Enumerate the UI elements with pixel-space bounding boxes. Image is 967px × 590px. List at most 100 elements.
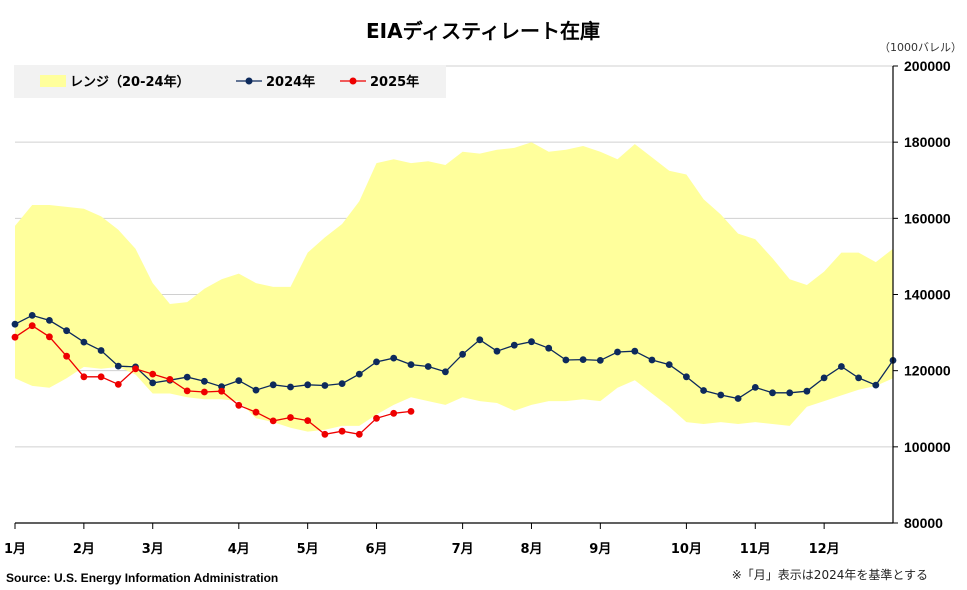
series-2024-point-5 bbox=[97, 347, 105, 354]
series-2024 bbox=[11, 312, 897, 402]
series-2024-point-36 bbox=[631, 347, 639, 355]
series-2024-point-14 bbox=[252, 386, 260, 394]
series-2025-point-12 bbox=[218, 387, 226, 395]
series-2024-point-50 bbox=[872, 381, 880, 389]
note-text: ※「月」表示は2024年を基準とする bbox=[732, 567, 928, 582]
range-band-area bbox=[15, 142, 893, 432]
x-tick-label-9: 10月 bbox=[671, 542, 702, 557]
series-2025-point-19 bbox=[338, 427, 346, 435]
series-2024-point-28 bbox=[493, 347, 501, 355]
x-tick-label-0: 1月 bbox=[4, 542, 26, 557]
x-tick-label-5: 6月 bbox=[366, 542, 388, 557]
series-2024-point-4 bbox=[80, 338, 88, 346]
series-2025-point-7 bbox=[132, 365, 139, 373]
series-2024-point-43 bbox=[751, 384, 759, 391]
series-2025-point-3 bbox=[63, 352, 70, 360]
legend-marker-2025 bbox=[349, 77, 357, 85]
series-2025-point-14 bbox=[252, 408, 260, 416]
series-2025-point-9 bbox=[166, 376, 174, 383]
series-2025-point-8 bbox=[149, 370, 157, 378]
y-axis-ticks: 200000 180000 160000 140000 120000 100000 8000… bbox=[893, 58, 951, 531]
series-2024-point-40 bbox=[700, 387, 707, 394]
series-2024-point-42 bbox=[734, 395, 742, 402]
y-tick-label-5: 100000 bbox=[904, 439, 951, 455]
series-2024-point-6 bbox=[114, 362, 122, 370]
series-2024-line bbox=[14, 314, 894, 400]
series-2024-point-2 bbox=[46, 317, 53, 324]
series-2025-point-5 bbox=[97, 373, 105, 381]
series-2024-point-26 bbox=[459, 350, 466, 358]
series-2024-point-23 bbox=[407, 361, 415, 368]
legend-background bbox=[14, 65, 446, 98]
series-2024-point-25 bbox=[442, 368, 449, 376]
series-2024-point-46 bbox=[803, 387, 811, 395]
series-2024-point-16 bbox=[287, 383, 294, 391]
series-2025-point-11 bbox=[201, 388, 208, 396]
legend-label-2025: 2025年 bbox=[370, 74, 419, 90]
series-2024-point-15 bbox=[269, 381, 277, 389]
series-2024-point-21 bbox=[373, 358, 380, 366]
x-tick-label-8: 9月 bbox=[589, 542, 611, 557]
series-2025-point-22 bbox=[390, 409, 398, 417]
series-2025 bbox=[11, 322, 415, 438]
series-2024-point-22 bbox=[390, 354, 398, 362]
series-2024-point-8 bbox=[149, 379, 157, 387]
series-2024-point-29 bbox=[510, 341, 518, 349]
y-tick-label-2: 160000 bbox=[904, 210, 951, 226]
series-2024-point-11 bbox=[201, 377, 208, 385]
series-2025-point-21 bbox=[373, 414, 380, 422]
x-axis-ticks: 1月 2月 3月 4月 5月 6月 7月 8月 9月 10月 11月 12月 bbox=[4, 523, 840, 557]
series-2025-point-23 bbox=[407, 408, 415, 415]
series-2024-point-41 bbox=[717, 391, 725, 399]
series-2025-point-4 bbox=[80, 373, 88, 381]
legend-label-range: レンジ（20-24年） bbox=[70, 74, 190, 90]
series-2024-point-44 bbox=[769, 389, 776, 397]
series-2025-point-20 bbox=[355, 430, 363, 438]
legend: レンジ（20-24年） 2024年 2025年 bbox=[14, 65, 446, 98]
series-2024-point-38 bbox=[665, 361, 673, 368]
series-2025-point-6 bbox=[114, 381, 122, 388]
series-2024-point-19 bbox=[338, 380, 346, 387]
legend-label-2024: 2024年 bbox=[266, 74, 315, 90]
y-tick-label-3: 140000 bbox=[904, 287, 951, 303]
series-2024-point-0 bbox=[11, 320, 19, 328]
legend-swatch-range bbox=[40, 75, 66, 87]
series-2025-point-15 bbox=[269, 417, 277, 425]
y-tick-label-0: 200000 bbox=[904, 58, 951, 74]
x-tick-label-10: 11月 bbox=[740, 542, 771, 557]
series-2024-point-47 bbox=[820, 374, 828, 382]
series-2025-point-13 bbox=[235, 401, 243, 409]
series-2024-point-35 bbox=[614, 348, 621, 356]
y-tick-label-6: 80000 bbox=[904, 515, 943, 531]
series-2025-point-1 bbox=[28, 322, 36, 330]
series-2024-point-18 bbox=[321, 382, 329, 389]
series-2025-point-2 bbox=[46, 333, 53, 341]
x-tick-label-7: 8月 bbox=[520, 542, 542, 557]
series-2024-point-10 bbox=[183, 373, 191, 381]
series-2024-point-45 bbox=[786, 389, 794, 397]
series-2025-point-0 bbox=[11, 333, 19, 341]
y-tick-label-1: 180000 bbox=[904, 134, 951, 150]
unit-label: （1000バレル） bbox=[879, 41, 962, 54]
series-2024-point-20 bbox=[355, 370, 363, 378]
series-2024-point-3 bbox=[63, 327, 70, 335]
series-2024-point-37 bbox=[648, 356, 656, 364]
x-tick-label-3: 4月 bbox=[228, 542, 250, 557]
series-2024-point-30 bbox=[528, 338, 535, 346]
x-tick-label-1: 2月 bbox=[73, 542, 95, 557]
series-2024-point-31 bbox=[545, 344, 553, 352]
series-2024-point-32 bbox=[562, 356, 570, 364]
y-tick-label-4: 120000 bbox=[904, 363, 951, 379]
series-2024-point-13 bbox=[235, 377, 243, 384]
x-tick-label-2: 3月 bbox=[142, 542, 164, 557]
x-tick-label-4: 5月 bbox=[297, 542, 319, 557]
series-2024-point-33 bbox=[579, 356, 587, 363]
legend-marker-2024 bbox=[245, 77, 253, 85]
x-tick-label-6: 7月 bbox=[452, 542, 474, 557]
series-2025-point-16 bbox=[287, 414, 294, 421]
series-2024-point-1 bbox=[28, 312, 36, 319]
source-text: Source: U.S. Energy Information Administ… bbox=[6, 571, 278, 585]
series-2024-point-49 bbox=[855, 374, 862, 382]
chart-title: EIAディスティレート在庫 bbox=[366, 19, 600, 43]
